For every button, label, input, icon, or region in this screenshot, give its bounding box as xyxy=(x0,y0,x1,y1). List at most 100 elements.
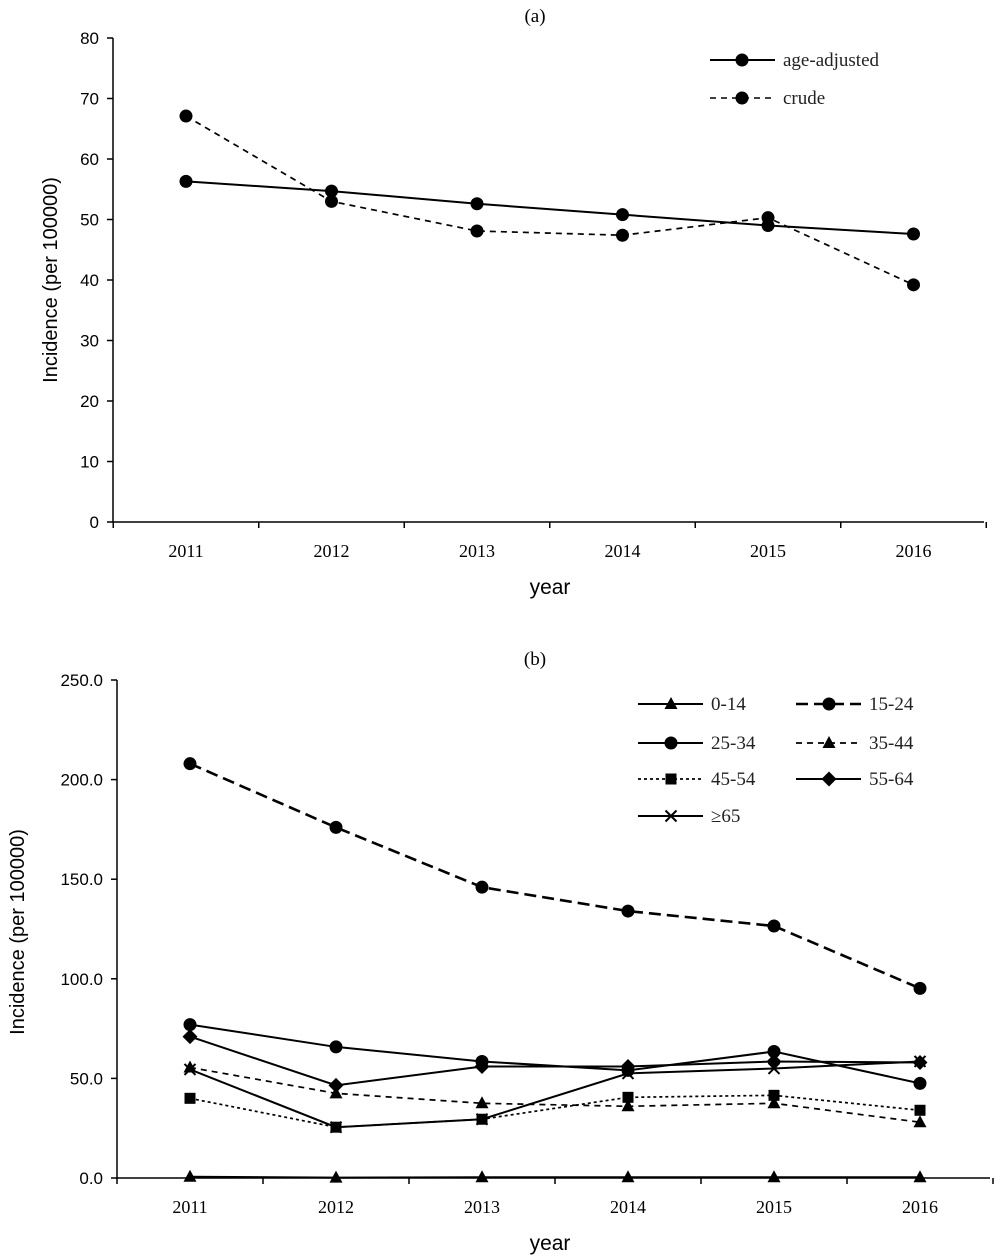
data-point-0-14 xyxy=(913,1170,927,1183)
data-point-45-54 xyxy=(768,1089,780,1101)
x-tick-label: 2015 xyxy=(750,541,786,561)
legend-marker-age-adjusted xyxy=(735,53,749,67)
data-point-35-44 xyxy=(767,1096,781,1109)
data-point-45-54 xyxy=(914,1104,926,1116)
y-tick-label: 40 xyxy=(80,271,99,290)
data-point-ge65 xyxy=(621,1067,635,1080)
y-tick-label: 50.0 xyxy=(70,1069,103,1088)
x-tick-label: 2014 xyxy=(610,1197,646,1217)
data-point-55-64 xyxy=(766,1053,782,1069)
chart-b-y-label: Incidence (per 100000) xyxy=(7,829,29,1035)
data-point-0-14 xyxy=(621,1170,635,1183)
series-25-34 xyxy=(183,1018,927,1090)
x-tick-label: 2012 xyxy=(314,541,350,561)
x-tick-label: 2014 xyxy=(605,541,641,561)
data-point-15-24 xyxy=(913,981,927,995)
data-point-ge65 xyxy=(767,1062,781,1075)
data-point-45-54 xyxy=(184,1092,196,1104)
x-tick-label: 2011 xyxy=(172,1197,207,1217)
series-line-0-14 xyxy=(189,1175,920,1179)
chart-b-legend: 0-14 15-24 25-34 35-44 45-54 55-64 ≥65 xyxy=(638,694,914,827)
x-tick-label: 2015 xyxy=(756,1197,792,1217)
legend-label-35-44: 35-44 xyxy=(869,733,914,754)
data-point-15-24 xyxy=(183,757,197,771)
legend-label-ge65: ≥65 xyxy=(711,806,740,827)
series-line-ge65 xyxy=(189,1060,921,1129)
x-tick-label: 2016 xyxy=(896,541,932,561)
legend-label-crude: crude xyxy=(783,88,825,109)
y-tick-label: 250.0 xyxy=(60,671,103,690)
series-line-45-54 xyxy=(189,1094,921,1129)
y-tick-label: 80 xyxy=(80,29,99,48)
legend-label-0-14: 0-14 xyxy=(711,694,746,715)
data-point-age-adjusted xyxy=(907,227,920,241)
legend-marker-35-44 xyxy=(822,736,836,748)
y-tick-label: 70 xyxy=(80,90,99,109)
x-tick-label: 2013 xyxy=(464,1197,500,1217)
data-point-crude xyxy=(616,228,629,242)
y-tick-label: 100.0 xyxy=(60,970,103,989)
data-point-15-24 xyxy=(767,919,781,933)
chart-a: (a) 0 10 20 30 40 50 60 70 80 2011 2012 2013 2014 20… xyxy=(40,6,987,599)
y-tick-label: 30 xyxy=(80,332,99,351)
data-point-35-44 xyxy=(913,1115,927,1128)
chart-a-title: (a) xyxy=(524,6,545,27)
x-tick-label: 2016 xyxy=(902,1197,938,1217)
data-point-age-adjusted xyxy=(470,197,484,211)
series-crude xyxy=(179,109,920,292)
legend-marker-55-64 xyxy=(821,771,837,787)
series-line-age-adjusted xyxy=(185,180,914,236)
legend-label-55-64: 55-64 xyxy=(869,769,914,790)
data-point-25-34 xyxy=(913,1076,927,1090)
series-0-14 xyxy=(183,1169,927,1183)
data-point-0-14 xyxy=(475,1170,489,1183)
series-line-55-64 xyxy=(189,1035,921,1087)
series-line-25-34 xyxy=(189,1023,921,1085)
data-point-0-14 xyxy=(183,1169,197,1182)
data-point-crude xyxy=(761,211,775,225)
data-point-15-24 xyxy=(329,820,343,834)
x-tick-label: 2012 xyxy=(318,1197,354,1217)
data-point-45-54 xyxy=(622,1091,634,1103)
data-point-age-adjusted xyxy=(179,174,193,188)
chart-b-title: (b) xyxy=(524,649,546,670)
legend-label-45-54: 45-54 xyxy=(711,769,756,790)
series-35-44 xyxy=(183,1060,927,1128)
series-age-adjusted xyxy=(179,174,920,241)
series-line-15-24 xyxy=(189,762,921,990)
y-tick-label: 10 xyxy=(80,453,99,472)
legend-marker-15-24 xyxy=(822,697,836,711)
data-point-ge65 xyxy=(183,1063,197,1076)
data-point-ge65 xyxy=(913,1055,927,1068)
data-point-0-14 xyxy=(767,1170,781,1183)
series-line-crude xyxy=(185,115,914,286)
series-line-35-44 xyxy=(189,1066,921,1124)
series-15-24 xyxy=(183,757,927,995)
y-tick-label: 0 xyxy=(90,513,99,532)
series-ge65 xyxy=(183,1055,927,1134)
data-point-15-24 xyxy=(475,880,489,894)
legend-marker-45-54 xyxy=(665,773,677,785)
y-tick-label: 60 xyxy=(80,150,99,169)
y-tick-label: 50 xyxy=(80,211,99,230)
chart-b: (b) 0.0 50.0 100.0 150.0 200.0 250.0 2011 2012… xyxy=(7,649,994,1255)
chart-a-x-label: year xyxy=(530,576,571,599)
chart-a-y-label: Incidence (per 100000) xyxy=(40,177,62,383)
data-point-55-64 xyxy=(474,1058,490,1074)
y-tick-label: 20 xyxy=(80,392,99,411)
data-point-35-44 xyxy=(183,1060,197,1073)
data-point-55-64 xyxy=(328,1077,344,1093)
data-point-35-44 xyxy=(621,1099,635,1112)
data-point-35-44 xyxy=(475,1096,489,1109)
data-point-crude xyxy=(325,194,338,208)
data-point-25-34 xyxy=(183,1018,197,1032)
data-point-0-14 xyxy=(329,1170,343,1183)
data-point-crude xyxy=(907,278,920,292)
y-tick-label: 200.0 xyxy=(60,771,103,790)
data-point-ge65 xyxy=(475,1113,489,1126)
y-tick-label: 0.0 xyxy=(79,1169,103,1188)
legend-marker-crude xyxy=(735,91,749,105)
legend-label-age-adjusted: age-adjusted xyxy=(783,50,880,71)
data-point-crude xyxy=(470,224,484,238)
